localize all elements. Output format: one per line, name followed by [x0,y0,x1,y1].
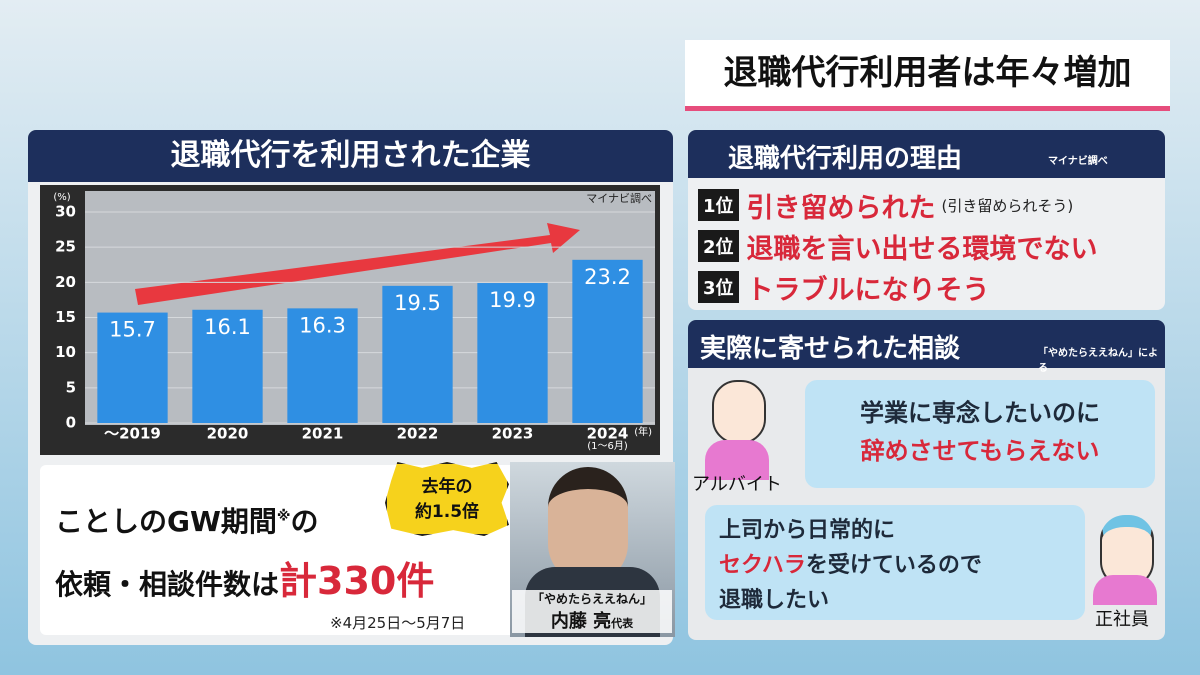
org: 「やめたらええねん」 [531,592,652,606]
bar [192,309,263,423]
y-unit: (%) [53,192,70,203]
value-label: 19.9 [489,288,536,312]
head [548,467,628,584]
badge: 去年の約1.5倍 [385,462,509,536]
x-tick-label: 2024 [587,425,629,443]
trend-arrow [135,223,580,305]
text: ことしのGW期間 [55,505,277,538]
reasons-source: マイナビ調べ [1048,156,1108,167]
reason-row: 1位 引き留められた (引き留められそう) [698,185,1098,225]
icon-parttimer [712,380,766,444]
badge-line1: 去年の [421,477,473,497]
reasons-header: 退職代行利用の理由 マイナビ調べ [688,130,1165,178]
name-line: 内藤 亮代表 [512,607,672,633]
icon-body [705,440,769,480]
line: セクハラを受けているので [719,548,1085,583]
text: 依頼・相談件数は [55,568,280,601]
value-label: 15.7 [109,318,156,342]
mark: ※ [276,508,291,525]
x-tick-label: 2020 [207,425,249,443]
line: 辞めさせてもらえない [860,437,1100,465]
icon-body [1093,575,1157,605]
x-tick-label: 2023 [492,425,534,443]
line: 退職したい [719,588,830,613]
text: セクハラ [719,553,806,578]
y-tick-label: 25 [55,238,76,256]
rank: 3位 [698,271,739,303]
y-tick-label: 15 [55,308,76,326]
value-label: 23.2 [584,265,631,289]
line: 学業に専念したいのに [860,399,1100,427]
badge-line2: 約1.5倍 [414,502,480,522]
title-box: 退職代行利用者は年々増加 [685,40,1170,111]
bubble: 学業に専念したいのに 辞めさせてもらえない [805,380,1155,488]
role: 正社員 [1095,609,1149,630]
highlight-line2: 依頼・相談件数は計330件 [55,550,434,605]
bar [97,312,168,423]
bar [382,285,453,423]
period-note: (1～6月) [587,440,628,452]
y-tick-label: 5 [66,378,76,396]
reason-row: 2位 退職を言い出せる環境でない [698,226,1098,266]
consult-source: 「やめたらええねん」による [1038,348,1158,374]
reason-text: 引き留められた [746,192,936,224]
y-tick-label: 10 [55,343,76,361]
consult-header: 実際に寄せられた相談 「やめたらええねん」による [688,320,1165,374]
line: 上司から日常的に [719,518,896,543]
text: を受けているので [805,553,982,578]
value-label: 19.5 [394,291,441,315]
rank: 1位 [698,189,739,221]
reason-text: 退職を言い出せる環境でない [746,233,1098,265]
y-tick-label: 30 [55,203,76,221]
x-tick-label: ～2019 [104,425,161,443]
highlight-line1: ことしのGW期間※の [55,500,319,540]
caption: 「やめたらええねん」 内藤 亮代表 [512,590,672,633]
text: の [290,505,319,538]
y-tick-label: 20 [55,273,76,291]
main-title: 退職代行利用者は年々増加 [723,53,1132,93]
x-tick-label: 2021 [302,425,344,443]
role: アルバイト [692,474,782,495]
x-unit: (年) [634,425,652,438]
total: 計330件 [279,559,435,603]
reasons-list: 1位 引き留められた (引き留められそう) 2位 退職を言い出せる環境でない 3位 トラブル… [698,185,1098,308]
chart-source: マイナビ調べ [586,191,652,205]
reasons-title: 退職代行利用の理由 [728,144,963,174]
consult-title: 実際に寄せられた相談 [700,334,961,364]
name: 内藤 亮 [550,611,612,632]
bar [572,259,643,423]
reason-text: トラブルになりそう [746,274,990,306]
bubble: 上司から日常的に セクハラを受けているので 退職したい [705,505,1085,620]
bar [287,308,358,423]
rank: 2位 [698,230,739,262]
reason-note: (引き留められそう) [941,196,1074,215]
value-label: 16.1 [204,315,251,339]
chart: (%) マイナビ調べ (年) 0 5 10 15 20 25 30 ～2019 15.7 2020… [40,185,660,455]
footnote: ※4月25日～5月7日 [330,614,466,632]
role: 代表 [611,617,634,630]
y-tick-label: 0 [66,414,76,432]
plot-area [85,191,655,425]
value-label: 16.3 [299,313,346,337]
reason-row: 3位 トラブルになりそう [698,267,1098,307]
bar [477,283,548,423]
x-tick-label: 2022 [397,425,439,443]
chart-title: 退職代行を利用された企業 [28,130,673,182]
